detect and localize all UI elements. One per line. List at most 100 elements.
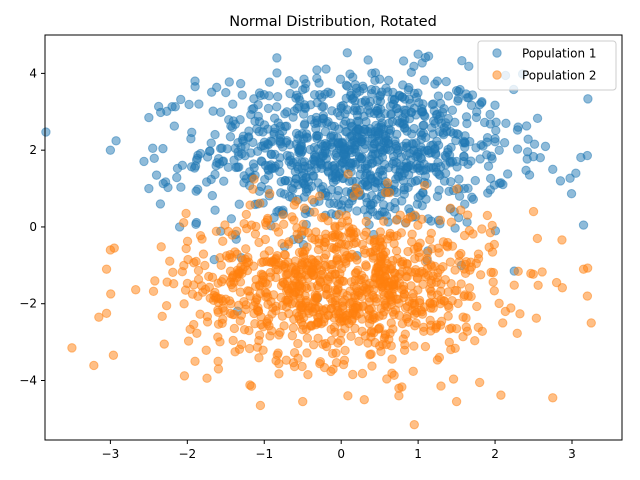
scatter-point-1-g-910 [384, 118, 394, 129]
scatter-point-1-p-7 [348, 72, 358, 82]
scatter-point-1-g-813 [253, 100, 263, 110]
scatter-point-2-g-12 [245, 200, 255, 210]
scatter-point-2-g-379 [351, 183, 361, 193]
scatter-point-1-g-258 [457, 55, 467, 66]
scatter-point-1-g-971 [294, 130, 304, 141]
scatter-point-2-g-658 [435, 215, 446, 226]
scatter-point-1-g-922 [236, 142, 246, 153]
scatter-point-1-p-28 [405, 160, 416, 171]
scatter-point-2-p-17 [548, 393, 558, 403]
scatter-point-1-g-842 [355, 105, 365, 115]
scatter-point-2-g-871 [436, 381, 446, 391]
scatter-point-1-g-977 [352, 132, 362, 143]
scatter-point-2-g-370 [349, 190, 359, 201]
scatter-point-2-g-978 [515, 309, 525, 319]
scatter-point-1-g-762 [172, 163, 183, 174]
scatter-point-1-g-907 [345, 158, 355, 168]
scatter-point-2-p-24 [482, 210, 493, 221]
scatter-point-1-g-879 [235, 114, 245, 125]
legend-marker-population-1 [492, 48, 502, 58]
scatter-point-2-g-718 [494, 298, 504, 309]
scatter-point-1-g-997 [444, 150, 455, 160]
scatter-point-1-g-995 [406, 107, 417, 117]
scatter-point-2-g-996 [289, 314, 299, 324]
scatter-point-1-g-921 [289, 79, 299, 89]
scatter-point-2-g-579 [398, 334, 408, 344]
scatter-point-2-g-721 [350, 275, 360, 285]
scatter-point-1-g-373 [443, 91, 454, 101]
scatter-point-2-g-673 [397, 284, 407, 295]
scatter-point-1-g-860 [415, 165, 425, 176]
scatter-point-2-g-765 [470, 336, 480, 346]
scatter-point-2-g-343 [509, 280, 519, 290]
scatter-point-1-g-988 [255, 90, 266, 101]
scatter-point-1-g-849 [352, 206, 362, 216]
scatter-point-1-g-804 [280, 121, 290, 132]
scatter-point-2-g-939 [489, 239, 500, 250]
x-tick-label-4: 1 [414, 447, 422, 461]
scatter-point-2-g-756 [250, 319, 260, 329]
scatter-point-1-p-12 [432, 76, 443, 86]
scatter-point-2-p-10 [298, 396, 308, 407]
scatter-point-1-g-896 [523, 134, 533, 144]
scatter-point-1-g-967 [327, 172, 338, 183]
scatter-point-2-g-992 [360, 248, 370, 259]
scatter-point-1-p-17 [555, 176, 566, 186]
scatter-point-2-g-303 [202, 373, 212, 383]
scatter-point-2-g-647 [211, 226, 222, 237]
scatter-point-1-g-891 [432, 136, 442, 147]
scatter-point-2-g-351 [512, 328, 522, 339]
scatter-point-1-g-964 [528, 151, 539, 162]
scatter-point-1-g-900 [494, 145, 504, 156]
scatter-point-2-g-962 [330, 292, 341, 302]
scatter-point-1-g-973 [149, 153, 159, 164]
scatter-point-2-g-816 [336, 263, 347, 274]
scatter-point-2-g-817 [193, 265, 204, 276]
scatter-point-2-g-330 [475, 270, 486, 280]
scatter-point-2-g-815 [348, 369, 358, 380]
scatter-point-2-g-107 [361, 216, 371, 227]
scatter-point-1-g-914 [202, 152, 213, 162]
scatter-point-1-g-296 [335, 74, 346, 84]
scatter-point-2-g-834 [303, 227, 313, 238]
scatter-point-2-g-344 [293, 338, 303, 349]
scatter-point-1-g-115 [529, 139, 540, 149]
scatter-point-2-g-200 [198, 249, 209, 259]
scatter-point-1-g-931 [452, 162, 462, 172]
scatter-point-1-g-919 [363, 105, 373, 115]
scatter-point-1-g-23 [210, 129, 220, 140]
scatter-point-2-g-994 [298, 313, 309, 323]
scatter-point-2-p-4 [109, 243, 119, 253]
scatter-point-2-g-573 [228, 283, 238, 293]
scatter-point-1-g-423 [447, 105, 458, 115]
scatter-point-1-g-947 [384, 163, 394, 173]
scatter-point-2-g-903 [442, 241, 452, 251]
scatter-point-1-g-873 [441, 160, 451, 170]
scatter-point-2-g-920 [341, 210, 351, 221]
scatter-point-2-g-671 [352, 255, 362, 265]
scatter-point-1-g-883 [417, 130, 427, 140]
scatter-point-1-g-990 [383, 135, 393, 146]
scatter-point-2-g-386 [241, 209, 252, 220]
scatter-point-1-g-363 [226, 214, 237, 224]
scatter-point-2-g-971 [351, 267, 361, 278]
scatter-point-1-g-769 [466, 156, 476, 166]
scatter-point-1-g-790 [501, 118, 511, 129]
scatter-point-2-g-859 [251, 293, 262, 303]
scatter-point-2-g-505 [108, 350, 119, 360]
scatter-point-1-g-616 [299, 120, 310, 130]
scatter-point-1-g-788 [423, 51, 434, 61]
scatter-point-1-g-974 [264, 91, 274, 101]
scatter-point-2-g-849 [266, 296, 276, 307]
scatter-point-2-g-180 [291, 196, 301, 206]
scatter-point-2-g-173 [179, 371, 190, 381]
scatter-point-2-g-569 [452, 184, 462, 194]
scatter-point-1-p-11 [398, 80, 408, 90]
scatter-point-1-g-830 [418, 120, 428, 131]
scatter-point-1-g-349 [532, 113, 543, 124]
scatter-point-1-g-412 [441, 76, 451, 87]
scatter-point-1-g-523 [224, 77, 234, 87]
scatter-point-2-g-605 [320, 338, 331, 349]
scatter-point-2-g-986 [274, 258, 284, 268]
scatter-point-2-g-396 [340, 345, 350, 356]
